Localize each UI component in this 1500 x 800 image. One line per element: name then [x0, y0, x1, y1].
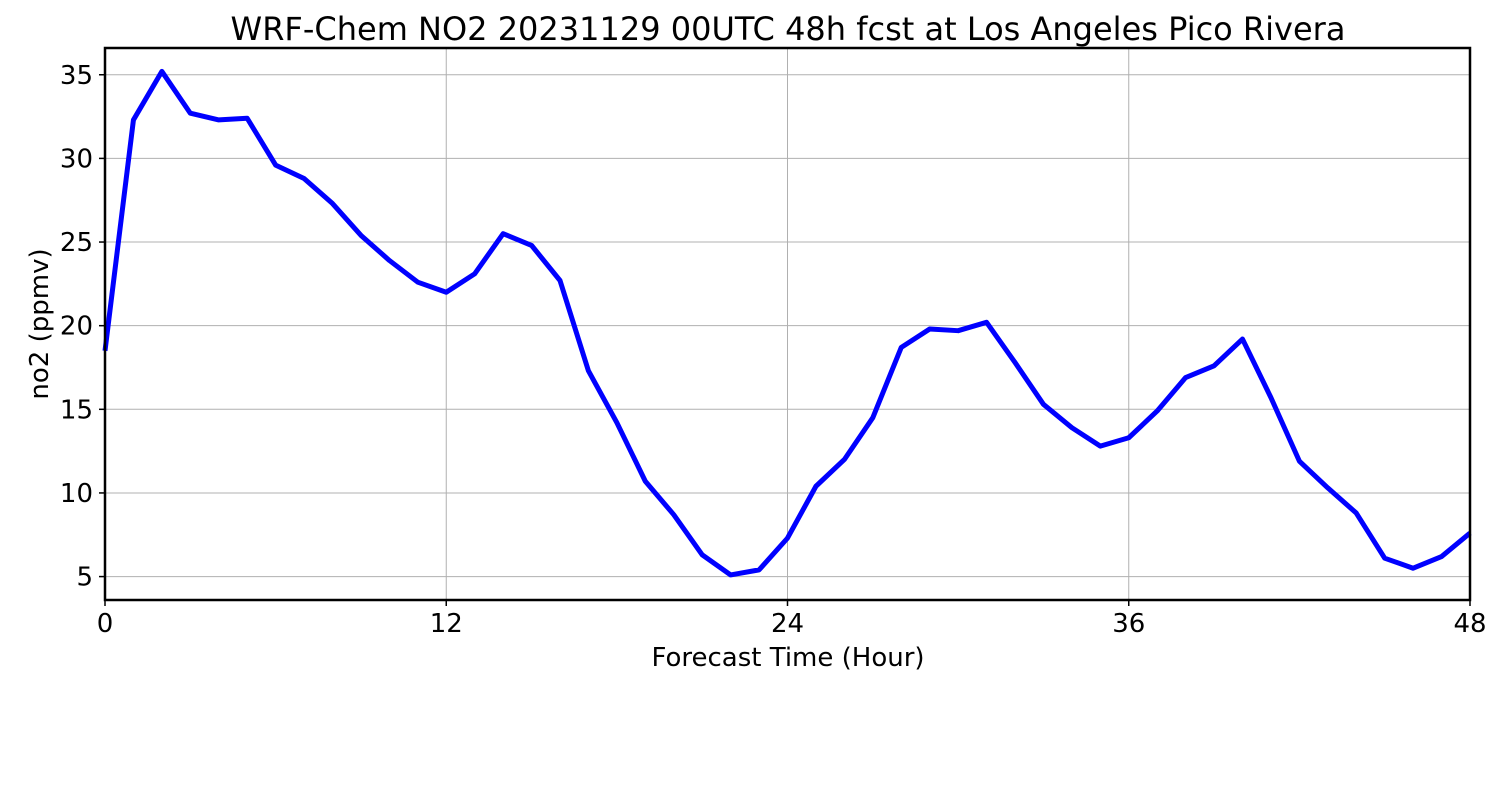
x-tick-label: 0 [97, 609, 114, 639]
y-tick-label: 35 [60, 61, 93, 91]
tick-layer: 0 12 24 36 48 5 10 15 20 25 30 35 [60, 61, 1487, 639]
series-layer [102, 68, 1472, 578]
y-tick-label: 20 [60, 312, 93, 342]
grid-layer [104, 48, 1471, 600]
chart-title: WRF-Chem NO2 20231129 00UTC 48h fcst at … [231, 10, 1346, 48]
y-tick-label: 30 [60, 144, 93, 174]
x-tick-label: 12 [430, 609, 463, 639]
y-axis-label: no2 (ppmv) [25, 248, 55, 399]
y-tick-label: 25 [60, 228, 93, 258]
y-tick-label: 5 [76, 563, 93, 593]
y-tick-label: 15 [60, 395, 93, 425]
x-tick-label: 48 [1453, 609, 1486, 639]
x-tick-label: 24 [771, 609, 804, 639]
series-line [102, 68, 1472, 578]
x-axis-label: Forecast Time (Hour) [651, 643, 924, 673]
x-tick-label: 36 [1112, 609, 1145, 639]
y-tick-label: 10 [60, 479, 93, 509]
